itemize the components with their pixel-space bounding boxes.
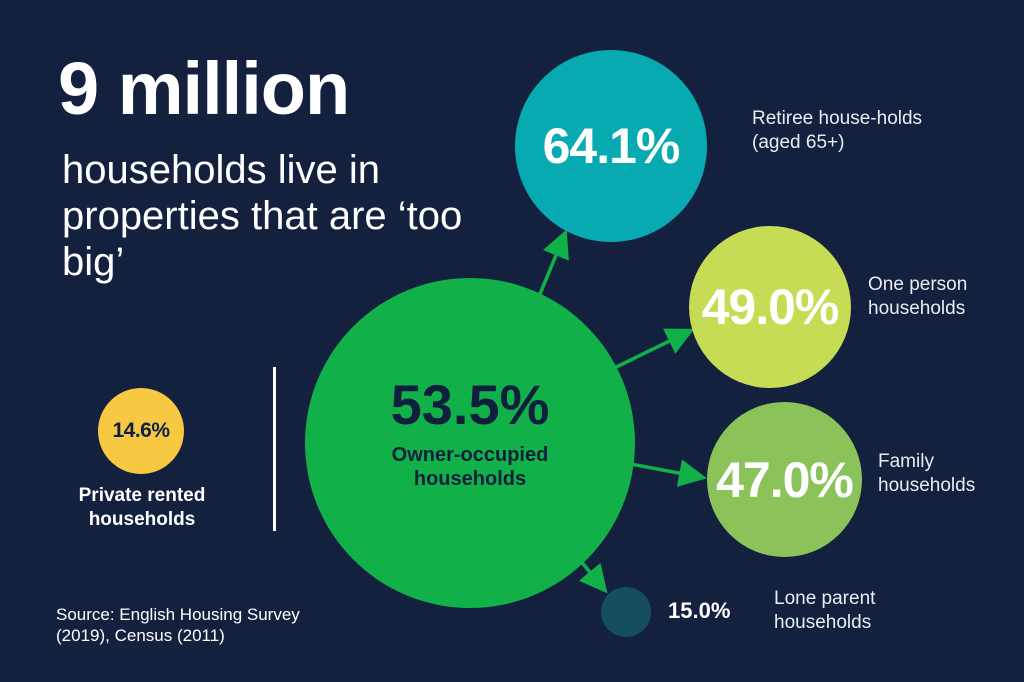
- family-value: 47.0%: [716, 451, 854, 508]
- subheadline: households live in properties that are ‘…: [62, 148, 463, 284]
- private-rented-value: 14.6%: [112, 419, 170, 442]
- retiree-label: Retiree house-holds (aged 65+): [752, 108, 923, 153]
- retiree-circle: 64.1%: [515, 50, 707, 242]
- owner-occupied-value: 53.5%: [390, 373, 550, 436]
- one-person-label: One person households: [868, 274, 968, 319]
- private-rented-label: Private rented households: [78, 485, 206, 530]
- lone-parent-label: Lone parent households: [774, 588, 876, 633]
- headline: 9 million: [58, 47, 350, 130]
- one-person-value: 49.0%: [701, 279, 840, 335]
- lone-parent-value: 15.0%: [668, 598, 731, 623]
- source-note: Source: English Housing Survey (2019), C…: [56, 605, 300, 645]
- owner-occupied-label: Owner-occupied households: [391, 444, 549, 490]
- retiree-value: 64.1%: [542, 118, 681, 174]
- arrow-to-one-person: [605, 328, 695, 374]
- lone-parent-circle: [601, 587, 651, 637]
- private-rented-circle: 14.6%: [98, 388, 184, 474]
- divider: [273, 367, 276, 531]
- family-circle: 47.0%: [707, 402, 862, 557]
- one-person-circle: 49.0%: [689, 226, 851, 388]
- arrow-to-retiree: [538, 229, 569, 295]
- family-label: Family households: [878, 451, 976, 496]
- owner-occupied-circle: 53.5% Owner-occupied households: [305, 278, 635, 608]
